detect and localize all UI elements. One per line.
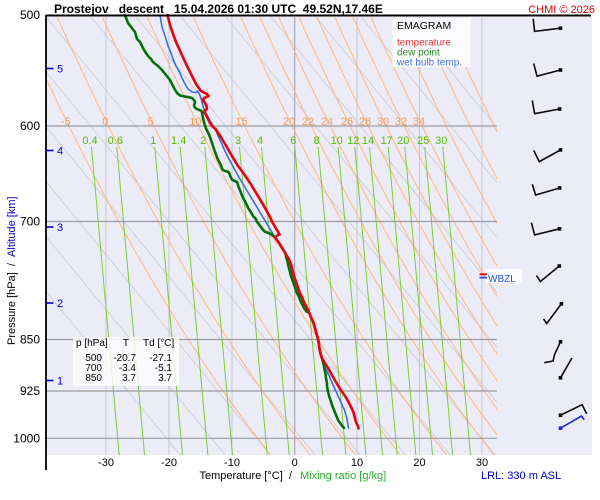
- svg-text:Prostejov descent 15.04.20: Prostejov descent 15.04.2026 01:30 UTC 4…: [54, 2, 383, 16]
- svg-text:-30: -30: [98, 457, 114, 469]
- svg-text:10: 10: [351, 457, 363, 469]
- svg-text:700: 700: [85, 363, 102, 374]
- svg-text:700: 700: [20, 215, 40, 229]
- svg-text:28: 28: [359, 116, 371, 128]
- svg-text:850: 850: [85, 373, 102, 384]
- svg-text:LRL: 330 m ASL: LRL: 330 m ASL: [481, 470, 561, 482]
- svg-text:Pressure [hPa] / Altitude [k: Pressure [hPa] / Altitude [km]: [6, 196, 18, 345]
- svg-text:24: 24: [321, 116, 333, 128]
- svg-text:1000: 1000: [13, 431, 40, 445]
- svg-text:CHMI © 2026: CHMI © 2026: [528, 4, 595, 16]
- svg-text:10: 10: [189, 116, 201, 128]
- svg-text:-5: -5: [61, 116, 71, 128]
- svg-text:-27.1: -27.1: [149, 353, 172, 364]
- svg-text:1: 1: [150, 135, 156, 147]
- svg-text:dew point: dew point: [397, 48, 440, 59]
- svg-text:14: 14: [362, 135, 374, 147]
- svg-text:925: 925: [20, 384, 40, 398]
- svg-text:0.4: 0.4: [82, 135, 97, 147]
- svg-text:8: 8: [314, 135, 320, 147]
- svg-text:-10: -10: [224, 457, 240, 469]
- svg-text:10: 10: [331, 135, 343, 147]
- svg-text:5: 5: [148, 116, 154, 128]
- svg-text:25: 25: [417, 135, 429, 147]
- svg-text:EMAGRAM: EMAGRAM: [397, 20, 451, 32]
- svg-text:850: 850: [20, 333, 40, 347]
- svg-text:4: 4: [257, 135, 263, 147]
- svg-text:15: 15: [235, 116, 247, 128]
- svg-text:-3.4: -3.4: [119, 363, 137, 374]
- svg-text:2: 2: [200, 135, 206, 147]
- svg-text:20: 20: [397, 135, 409, 147]
- svg-text:32: 32: [395, 116, 407, 128]
- svg-text:20: 20: [283, 116, 295, 128]
- svg-text:0: 0: [292, 457, 298, 469]
- svg-text:3.7: 3.7: [122, 373, 136, 384]
- svg-text:p [hPa]: p [hPa]: [76, 338, 108, 349]
- svg-text:T: T: [123, 338, 129, 349]
- svg-text:22: 22: [302, 116, 314, 128]
- svg-text:30: 30: [377, 116, 389, 128]
- svg-text:2: 2: [57, 298, 63, 310]
- svg-text:3.7: 3.7: [158, 373, 172, 384]
- svg-text:wet bulb temp.: wet bulb temp.: [396, 58, 462, 69]
- svg-text:500: 500: [20, 8, 40, 22]
- svg-text:30: 30: [435, 135, 447, 147]
- svg-text:WBZL: WBZL: [488, 274, 516, 285]
- svg-text:20: 20: [413, 457, 425, 469]
- svg-text:600: 600: [20, 119, 40, 133]
- svg-text:0: 0: [102, 116, 108, 128]
- svg-text:5: 5: [57, 64, 63, 76]
- svg-text:3: 3: [57, 222, 63, 234]
- svg-text:17: 17: [381, 135, 393, 147]
- svg-text:0.6: 0.6: [108, 135, 123, 147]
- svg-text:500: 500: [85, 353, 102, 364]
- svg-text:-5.1: -5.1: [155, 363, 173, 374]
- svg-text:12: 12: [347, 135, 359, 147]
- svg-text:26: 26: [341, 116, 353, 128]
- svg-text:3: 3: [235, 135, 241, 147]
- svg-text:-20: -20: [161, 457, 177, 469]
- svg-text:1.4: 1.4: [171, 135, 186, 147]
- svg-text:30: 30: [476, 457, 488, 469]
- svg-text:4: 4: [57, 146, 63, 158]
- svg-text:1: 1: [57, 376, 63, 388]
- svg-text:temperature: temperature: [397, 38, 451, 49]
- svg-text:Mixing ratio [g/kg]: Mixing ratio [g/kg]: [300, 470, 386, 482]
- svg-text:Td [°C]: Td [°C]: [143, 338, 174, 349]
- svg-text:-20.7: -20.7: [113, 353, 136, 364]
- svg-text:34: 34: [413, 116, 425, 128]
- svg-text:6: 6: [290, 135, 296, 147]
- svg-text:Temperature [°C] /: Temperature [°C] /: [200, 470, 293, 482]
